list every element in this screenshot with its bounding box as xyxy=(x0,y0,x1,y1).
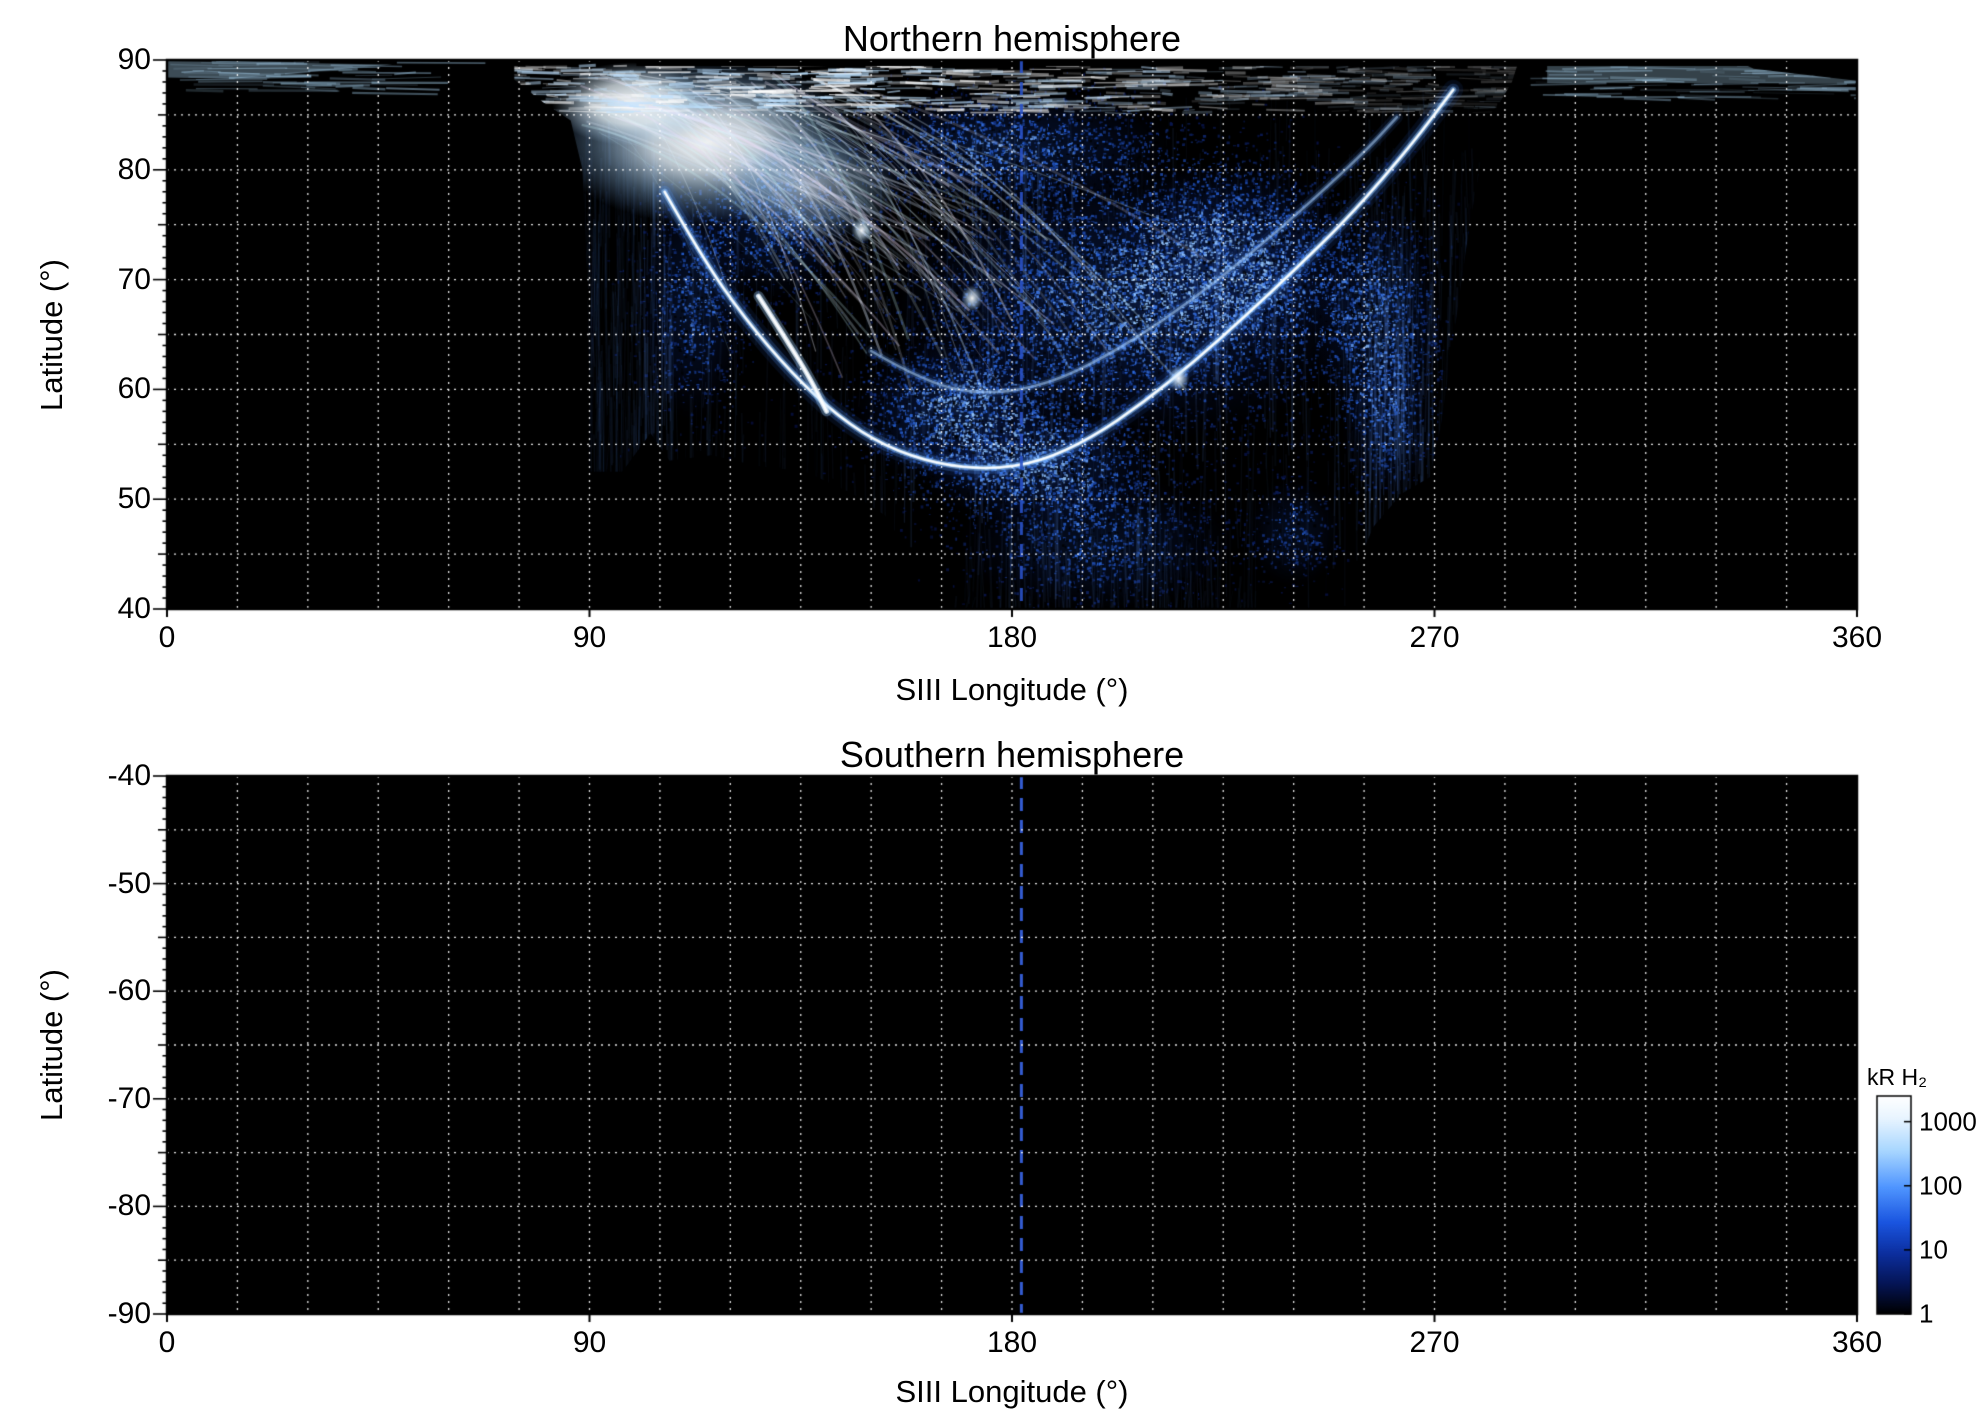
north-x-tick-label: 180 xyxy=(986,621,1038,654)
north-y-tick-label: 80 xyxy=(117,152,151,186)
south-x-tick-label: 90 xyxy=(572,1326,607,1359)
colorbar-tick-label: 10 xyxy=(1919,1234,1948,1265)
north-y-tick-label: 90 xyxy=(117,43,151,76)
north-x-tick-label: 0 xyxy=(158,621,176,654)
colorbar-tick-label: 100 xyxy=(1919,1170,1963,1201)
south-y-tick-label: -60 xyxy=(107,974,151,1008)
south-y-tick-label: -80 xyxy=(107,1189,151,1223)
south-y-tick-label: -70 xyxy=(107,1081,151,1115)
north-x-tick-label: 360 xyxy=(1831,621,1883,654)
north-x-tick-label: 270 xyxy=(1409,621,1460,654)
north-y-tick-label: 50 xyxy=(117,482,151,516)
north-y-tick-label: 40 xyxy=(117,592,151,625)
south-x-tick-label: 270 xyxy=(1409,1326,1460,1359)
south-panel-title: Southern hemisphere xyxy=(839,734,1185,775)
north-yaxis-label: Latitude (°) xyxy=(34,259,69,411)
south-x-tick-label: 360 xyxy=(1831,1326,1883,1359)
south-x-tick-label: 180 xyxy=(986,1326,1038,1359)
north-y-tick-label: 70 xyxy=(117,262,151,296)
north-x-tick-label: 90 xyxy=(572,621,607,654)
colorbar-tick-label: 1000 xyxy=(1919,1106,1977,1137)
south-x-tick-label: 0 xyxy=(158,1326,176,1359)
south-yaxis-label: Latitude (°) xyxy=(34,969,69,1121)
south-y-tick-label: -90 xyxy=(107,1297,151,1330)
north-xaxis-label: SIII Longitude (°) xyxy=(895,672,1129,707)
south-xaxis-label: SIII Longitude (°) xyxy=(895,1374,1129,1409)
south-y-tick-label: -40 xyxy=(107,759,151,792)
south-y-tick-label: -50 xyxy=(107,866,151,900)
north-y-tick-label: 60 xyxy=(117,372,151,406)
colorbar-tick-label: 1 xyxy=(1919,1298,1934,1329)
colorbar-label: kR H₂ xyxy=(1867,1064,1928,1090)
north-panel-title: Northern hemisphere xyxy=(842,18,1182,59)
